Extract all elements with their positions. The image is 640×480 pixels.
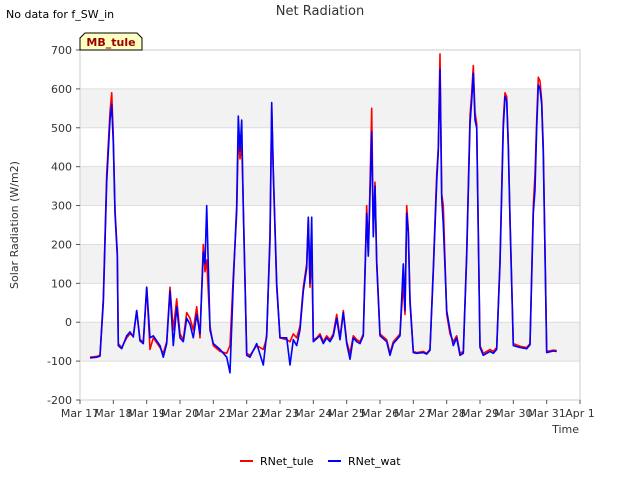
x-tick-label: Mar 21 <box>194 407 232 420</box>
series-line-rnet-wat <box>89 68 557 374</box>
x-tick-label: Apr 1 <box>565 407 595 420</box>
x-tick-label: Mar 20 <box>161 407 199 420</box>
chart-title: Net Radiation <box>276 4 364 19</box>
y-tick-label: 700 <box>51 44 72 57</box>
no-data-note: No data for f_SW_in <box>6 8 114 21</box>
y-tick-label: 100 <box>51 277 72 290</box>
x-tick-label: Mar 26 <box>361 407 399 420</box>
x-tick-label: Mar 27 <box>394 407 432 420</box>
background-band <box>80 166 580 206</box>
x-tick-label: Mar 30 <box>494 407 532 420</box>
plot-background-bands <box>80 88 580 362</box>
legend-label: RNet_wat <box>348 455 401 468</box>
x-axis-label: Time <box>551 423 579 436</box>
background-band <box>80 244 580 284</box>
x-tick-label: Mar 25 <box>328 407 366 420</box>
y-axis-label: Solar Radiation (W/m2) <box>8 161 21 289</box>
legend: RNet_tule RNet_wat <box>240 455 401 468</box>
y-tick-label: -200 <box>47 394 72 407</box>
y-tick-label: 400 <box>51 161 72 174</box>
y-tick-label: 500 <box>51 122 72 135</box>
series-lines <box>89 53 557 374</box>
gridlines <box>80 49 580 401</box>
station-badge: MB_tule <box>79 32 143 51</box>
y-axis-ticks: -200 -100 0 100 200 300 400 500 600 700 <box>47 44 80 407</box>
x-tick-label: Mar 29 <box>461 407 499 420</box>
badge-label: MB_tule <box>86 36 135 49</box>
y-tick-label: 600 <box>51 83 72 96</box>
x-tick-label: Mar 19 <box>128 407 166 420</box>
y-tick-label: 200 <box>51 238 72 251</box>
background-band <box>80 88 580 128</box>
x-tick-label: Mar 18 <box>94 407 132 420</box>
y-tick-label: 300 <box>51 200 72 213</box>
x-tick-label: Mar 23 <box>261 407 299 420</box>
x-tick-label: Mar 17 <box>61 407 99 420</box>
x-tick-label: Mar 28 <box>428 407 466 420</box>
x-tick-label: Mar 22 <box>228 407 266 420</box>
badge-shape <box>79 32 143 51</box>
y-tick-label: -100 <box>47 355 72 368</box>
legend-label: RNet_tule <box>260 455 314 468</box>
x-tick-label: Mar 24 <box>294 407 332 420</box>
plot-area <box>79 49 581 401</box>
y-tick-label: 0 <box>65 316 72 329</box>
x-tick-label: Mar 31 <box>528 407 566 420</box>
